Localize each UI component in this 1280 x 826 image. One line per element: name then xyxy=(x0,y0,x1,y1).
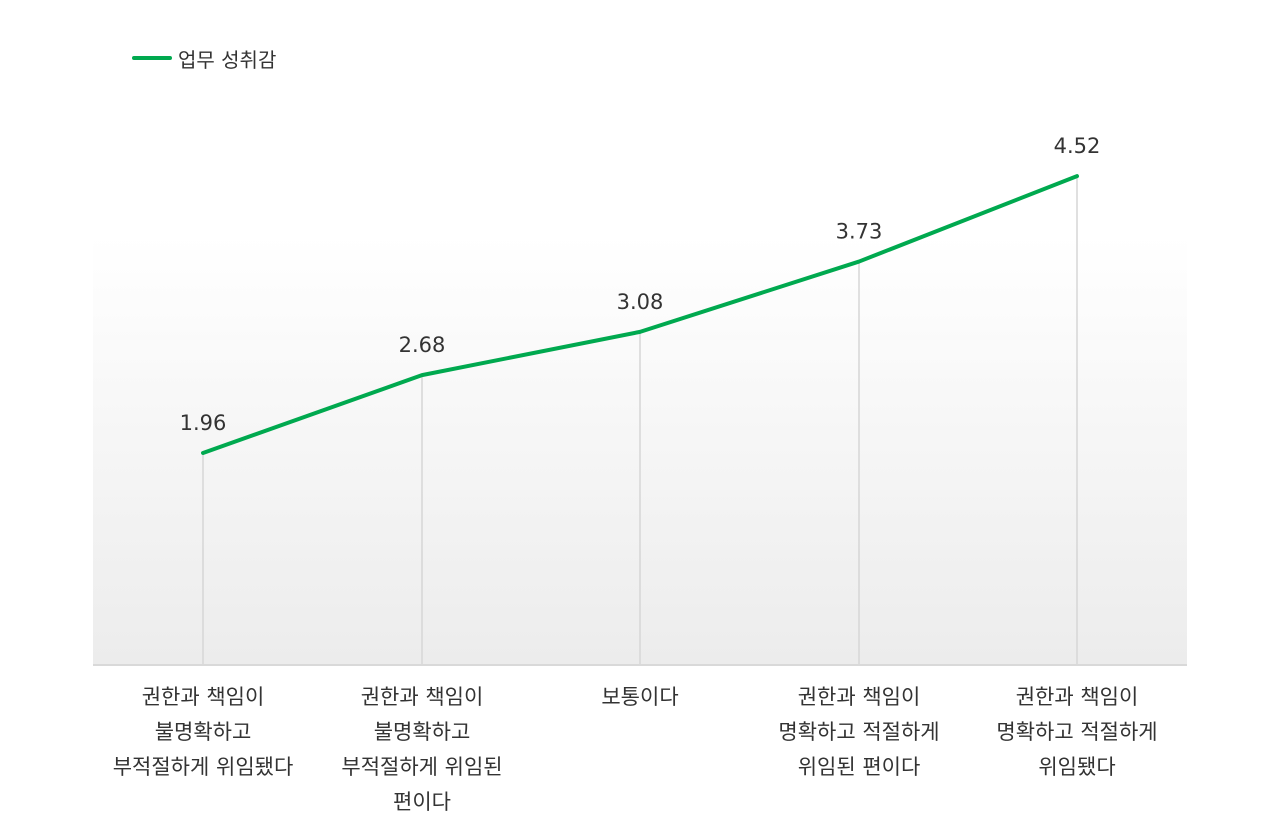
category-label-line: 편이다 xyxy=(393,790,451,814)
category-label-line: 불명확하고 xyxy=(154,720,252,744)
data-label: 4.52 xyxy=(1054,134,1101,158)
category-label-line: 보통이다 xyxy=(601,685,679,709)
legend-swatch xyxy=(132,56,172,60)
legend: 업무 성취감 xyxy=(132,42,276,74)
data-label: 1.96 xyxy=(180,411,227,435)
category-label-line: 위임됐다 xyxy=(1038,755,1116,779)
category-label-line: 불명확하고 xyxy=(373,720,471,744)
data-label: 2.68 xyxy=(399,333,446,357)
category-label-line: 권한과 책임이 xyxy=(360,685,484,709)
category-label-line: 명확하고 적절하게 xyxy=(996,720,1158,744)
category-label-line: 부적절하게 위임된 xyxy=(341,755,503,779)
category-label: 보통이다 xyxy=(530,680,750,715)
category-label-line: 권한과 책임이 xyxy=(797,685,921,709)
category-label-line: 권한과 책임이 xyxy=(141,685,265,709)
category-label-line: 명확하고 적절하게 xyxy=(778,720,940,744)
category-label-line: 권한과 책임이 xyxy=(1015,685,1139,709)
legend-label-series-1: 업무 성취감 xyxy=(178,47,277,72)
category-label-line: 부적절하게 위임됐다 xyxy=(112,755,294,779)
data-label: 3.08 xyxy=(617,290,664,314)
category-label-line: 위임된 편이다 xyxy=(797,755,921,779)
data-label: 3.73 xyxy=(836,220,883,244)
series-line-1 xyxy=(201,174,1079,455)
